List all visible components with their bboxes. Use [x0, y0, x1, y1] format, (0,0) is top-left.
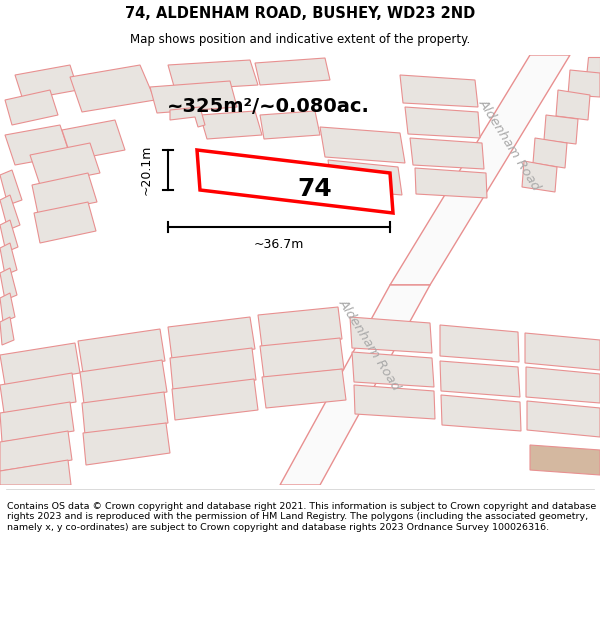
Polygon shape — [260, 338, 344, 378]
Polygon shape — [568, 70, 600, 97]
Polygon shape — [258, 307, 342, 347]
Polygon shape — [527, 401, 600, 437]
Polygon shape — [405, 107, 480, 138]
Polygon shape — [170, 107, 205, 127]
Polygon shape — [0, 373, 76, 413]
Polygon shape — [530, 445, 600, 475]
Polygon shape — [30, 143, 100, 185]
Text: Aldenham Road: Aldenham Road — [476, 97, 544, 193]
Polygon shape — [525, 333, 600, 370]
Text: Map shows position and indicative extent of the property.: Map shows position and indicative extent… — [130, 33, 470, 46]
Polygon shape — [0, 460, 71, 485]
Polygon shape — [352, 352, 434, 387]
Polygon shape — [15, 65, 78, 100]
Polygon shape — [556, 90, 590, 120]
Text: 74, ALDENHAM ROAD, BUSHEY, WD23 2ND: 74, ALDENHAM ROAD, BUSHEY, WD23 2ND — [125, 6, 475, 21]
Polygon shape — [0, 343, 80, 385]
Polygon shape — [5, 125, 70, 165]
Polygon shape — [5, 90, 58, 125]
Polygon shape — [172, 379, 258, 420]
Polygon shape — [585, 57, 600, 87]
Polygon shape — [328, 160, 402, 195]
Polygon shape — [522, 161, 557, 192]
Polygon shape — [440, 361, 520, 397]
Polygon shape — [255, 58, 330, 85]
Polygon shape — [526, 367, 600, 403]
Polygon shape — [320, 127, 405, 163]
Polygon shape — [0, 293, 15, 322]
Polygon shape — [170, 348, 256, 390]
Text: Aldenham Road: Aldenham Road — [337, 297, 403, 393]
Polygon shape — [440, 325, 519, 362]
Polygon shape — [415, 168, 487, 198]
Text: ~36.7m: ~36.7m — [254, 239, 304, 251]
Polygon shape — [350, 317, 432, 353]
Polygon shape — [280, 285, 430, 485]
Polygon shape — [0, 317, 14, 345]
Polygon shape — [80, 360, 167, 404]
Polygon shape — [78, 329, 165, 373]
Polygon shape — [260, 111, 320, 139]
Polygon shape — [32, 173, 97, 214]
Polygon shape — [0, 268, 17, 300]
Polygon shape — [354, 385, 435, 419]
Polygon shape — [390, 55, 570, 285]
Polygon shape — [262, 369, 346, 408]
Polygon shape — [168, 60, 258, 90]
Polygon shape — [0, 431, 72, 471]
Polygon shape — [200, 111, 262, 139]
Polygon shape — [34, 202, 96, 243]
Polygon shape — [400, 75, 478, 107]
Polygon shape — [544, 115, 578, 144]
Polygon shape — [62, 120, 125, 160]
Polygon shape — [82, 392, 168, 435]
Polygon shape — [83, 423, 170, 465]
Polygon shape — [0, 243, 17, 275]
Polygon shape — [441, 395, 521, 431]
Text: ~325m²/~0.080ac.: ~325m²/~0.080ac. — [167, 98, 370, 116]
Polygon shape — [168, 317, 255, 359]
Text: ~20.1m: ~20.1m — [139, 145, 152, 195]
Polygon shape — [197, 150, 393, 213]
Text: 74: 74 — [298, 177, 332, 201]
Polygon shape — [0, 402, 74, 442]
Text: Contains OS data © Crown copyright and database right 2021. This information is : Contains OS data © Crown copyright and d… — [7, 502, 596, 532]
Polygon shape — [533, 138, 567, 168]
Polygon shape — [0, 195, 20, 230]
Polygon shape — [0, 170, 22, 205]
Polygon shape — [150, 81, 237, 113]
Polygon shape — [70, 65, 155, 112]
Polygon shape — [0, 220, 18, 252]
Polygon shape — [410, 138, 484, 169]
